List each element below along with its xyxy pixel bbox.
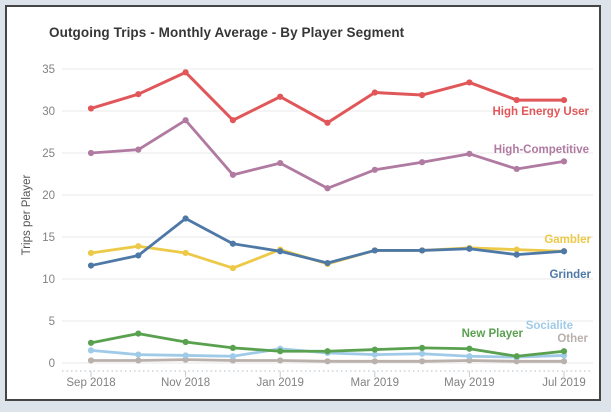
y-tick-label: 15	[42, 232, 55, 244]
series-marker-new-player[interactable]	[371, 346, 378, 353]
series-marker-other[interactable]	[277, 357, 284, 364]
series-marker-high-energy-user[interactable]	[135, 91, 142, 98]
series-marker-socialite[interactable]	[229, 353, 236, 360]
series-label-high-energy-user: High Energy User	[493, 106, 590, 118]
series-marker-high-energy-user[interactable]	[229, 117, 236, 124]
series-marker-new-player[interactable]	[560, 348, 568, 355]
y-tick-label: 25	[42, 148, 55, 160]
series-marker-other[interactable]	[560, 358, 568, 365]
series-label-other: Other	[557, 333, 588, 345]
series-marker-high-competitive[interactable]	[324, 185, 331, 192]
series-marker-new-player[interactable]	[324, 348, 331, 355]
y-tick-label: 20	[42, 190, 55, 202]
series-marker-new-player[interactable]	[135, 330, 142, 337]
series-marker-socialite[interactable]	[419, 350, 426, 357]
series-label-gambler: Gambler	[544, 234, 591, 246]
y-tick-label: 30	[42, 106, 55, 118]
series-marker-other[interactable]	[371, 358, 378, 365]
x-tick-label: Nov 2018	[161, 377, 210, 389]
y-tick-label: 0	[49, 358, 55, 370]
series-marker-grinder[interactable]	[87, 262, 95, 269]
series-marker-grinder[interactable]	[560, 248, 568, 255]
series-marker-high-energy-user[interactable]	[371, 89, 378, 96]
series-marker-new-player[interactable]	[513, 353, 520, 360]
series-marker-gambler[interactable]	[229, 264, 236, 272]
series-label-new-player: New Player	[462, 328, 524, 340]
series-marker-other[interactable]	[135, 357, 142, 364]
series-marker-grinder[interactable]	[371, 247, 378, 254]
series-marker-high-energy-user[interactable]	[324, 119, 331, 126]
y-tick-label: 10	[42, 274, 55, 286]
series-marker-gambler[interactable]	[182, 249, 189, 257]
series-marker-grinder[interactable]	[277, 248, 284, 255]
series-marker-grinder[interactable]	[513, 251, 520, 258]
series-marker-socialite[interactable]	[466, 353, 473, 360]
series-label-high-competitive: High-Competitive	[494, 144, 589, 156]
series-marker-high-energy-user[interactable]	[87, 105, 95, 112]
series-marker-other[interactable]	[87, 357, 95, 364]
x-tick-label: Jul 2019	[542, 377, 585, 389]
series-label-grinder: Grinder	[549, 269, 591, 281]
series-marker-grinder[interactable]	[324, 259, 331, 267]
series-marker-new-player[interactable]	[466, 345, 473, 352]
x-tick-label: Jan 2019	[257, 377, 304, 389]
series-marker-socialite[interactable]	[371, 351, 378, 358]
series-marker-high-competitive[interactable]	[371, 166, 378, 173]
series-marker-high-competitive[interactable]	[229, 171, 236, 178]
series-marker-grinder[interactable]	[135, 252, 142, 259]
series-marker-new-player[interactable]	[87, 339, 95, 346]
series-marker-high-energy-user[interactable]	[513, 96, 520, 104]
chart-title: Outgoing Trips - Monthly Average - By Pl…	[49, 25, 405, 40]
series-label-socialite: Socialite	[526, 320, 573, 332]
series-marker-socialite[interactable]	[135, 351, 142, 358]
series-marker-high-energy-user[interactable]	[466, 79, 473, 86]
series-marker-grinder[interactable]	[182, 215, 189, 222]
x-tick-label: May 2019	[444, 377, 495, 389]
line-chart[interactable]: Sep 2018 Nov 2018 Jan 2019 Mar 2019 May 2019…	[7, 7, 599, 399]
series-marker-high-energy-user[interactable]	[182, 69, 189, 76]
y-tick-label: 35	[42, 64, 55, 76]
series-marker-grinder[interactable]	[419, 247, 426, 254]
series-marker-high-competitive[interactable]	[182, 117, 189, 124]
series-marker-high-energy-user[interactable]	[277, 93, 284, 100]
series-marker-high-energy-user[interactable]	[419, 91, 426, 99]
series-marker-new-player[interactable]	[229, 344, 236, 351]
series-marker-high-competitive[interactable]	[419, 159, 426, 166]
x-tick-label: Sep 2018	[66, 377, 115, 389]
series-marker-grinder[interactable]	[229, 240, 236, 247]
series-marker-high-competitive[interactable]	[135, 146, 142, 153]
y-tick-label: 5	[49, 316, 55, 328]
chart-card: Outgoing Trips - Monthly Average - By Pl…	[5, 5, 601, 401]
series-marker-new-player[interactable]	[182, 338, 189, 346]
series-marker-gambler[interactable]	[513, 246, 520, 253]
x-tick-label: Mar 2019	[351, 377, 400, 389]
series-marker-high-competitive[interactable]	[466, 150, 473, 157]
series-marker-high-competitive[interactable]	[560, 158, 568, 165]
series-marker-socialite[interactable]	[87, 347, 95, 354]
series-marker-high-energy-user[interactable]	[560, 96, 568, 104]
series-marker-high-competitive[interactable]	[277, 159, 284, 167]
series-marker-grinder[interactable]	[466, 245, 473, 252]
series-marker-other[interactable]	[419, 358, 426, 365]
series-marker-high-competitive[interactable]	[87, 149, 95, 157]
series-marker-socialite[interactable]	[182, 352, 189, 359]
series-marker-other[interactable]	[324, 358, 331, 365]
series-marker-new-player[interactable]	[419, 344, 426, 351]
series-marker-gambler[interactable]	[87, 249, 95, 257]
series-marker-high-competitive[interactable]	[513, 165, 520, 173]
series-line-grinder[interactable]	[89, 217, 566, 267]
series-marker-new-player[interactable]	[277, 348, 284, 355]
series-marker-gambler[interactable]	[135, 243, 142, 250]
